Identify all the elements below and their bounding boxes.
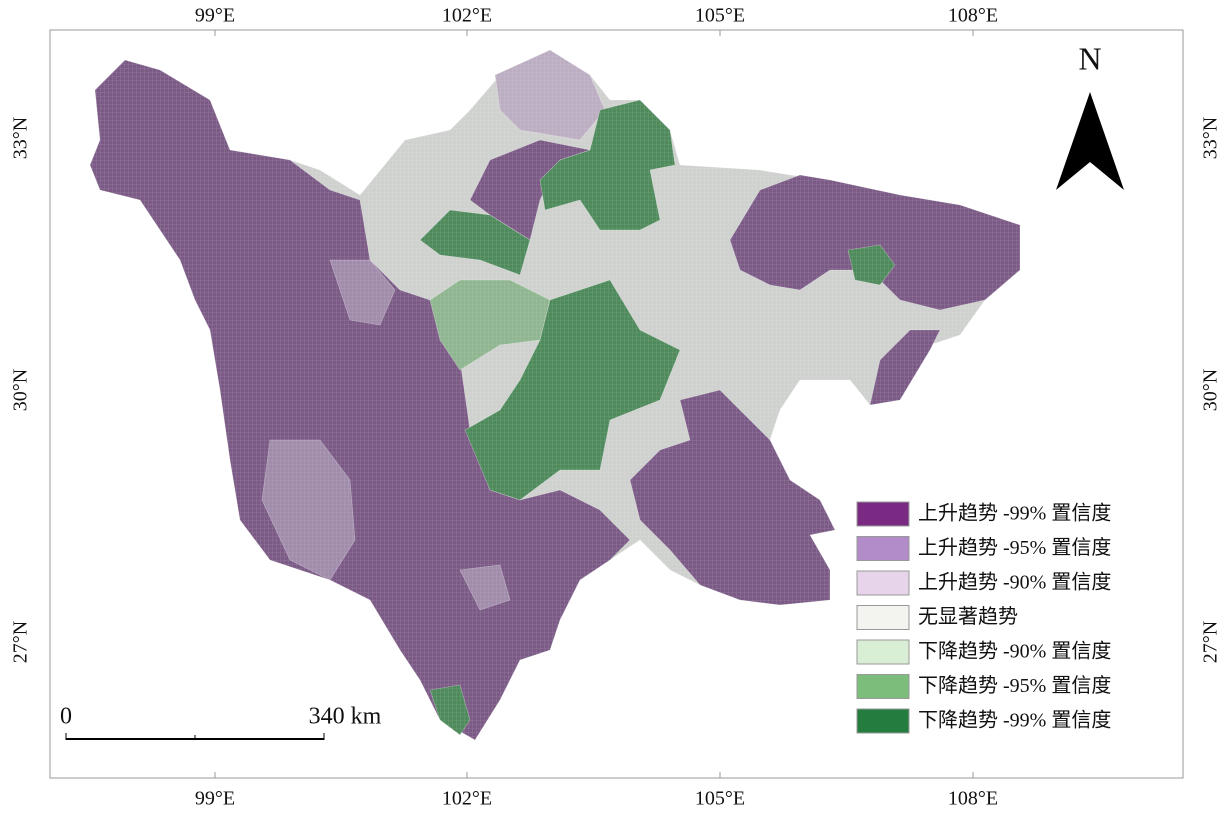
lon-label-bottom: 105°E [695,788,745,810]
legend-label: 无显著趋势 [918,605,1018,628]
legend-swatch [856,501,910,527]
lon-label-bottom: 102°E [442,788,492,810]
legend-label: 上升趋势 -90% 置信度 [918,571,1111,594]
north-label: N [1078,40,1101,76]
lat-label-right: 30°N [1200,369,1222,411]
lon-label-top: 102°E [442,5,492,27]
lat-label-left: 33°N [10,117,32,159]
legend-label: 下降趋势 -95% 置信度 [918,674,1111,697]
scale-start: 0 [60,704,72,730]
lon-label-top: 99°E [195,5,235,27]
lon-label-bottom: 108°E [948,788,998,810]
legend-swatch [856,605,910,630]
lat-label-left: 30°N [10,369,32,411]
legend-label: 下降趋势 -90% 置信度 [918,640,1111,663]
scale-bar: 0 340 km [60,704,382,740]
legend-swatch [856,674,910,699]
legend-label: 上升趋势 -95% 置信度 [918,536,1111,559]
legend-swatch [856,639,910,665]
north-arrow-shape [1056,92,1124,190]
regions [50,30,1183,778]
north-arrow: N [1056,40,1124,190]
legend-label: 上升趋势 -99% 置信度 [918,502,1111,525]
lon-label-top: 108°E [948,5,998,27]
lat-label-right: 33°N [1200,117,1222,159]
legend-swatch [856,570,910,596]
lon-label-top: 105°E [695,5,745,27]
scale-end: 340 km [309,704,382,730]
lat-label-left: 27°N [10,621,32,663]
lat-label-right: 27°N [1200,621,1222,663]
pixel-texture [50,30,1183,778]
frame-ticks [214,30,974,778]
legend-swatch [856,536,910,561]
legend-swatch [856,708,910,734]
legend-label: 下降趋势 -99% 置信度 [918,709,1111,732]
lon-label-bottom: 99°E [195,788,235,810]
